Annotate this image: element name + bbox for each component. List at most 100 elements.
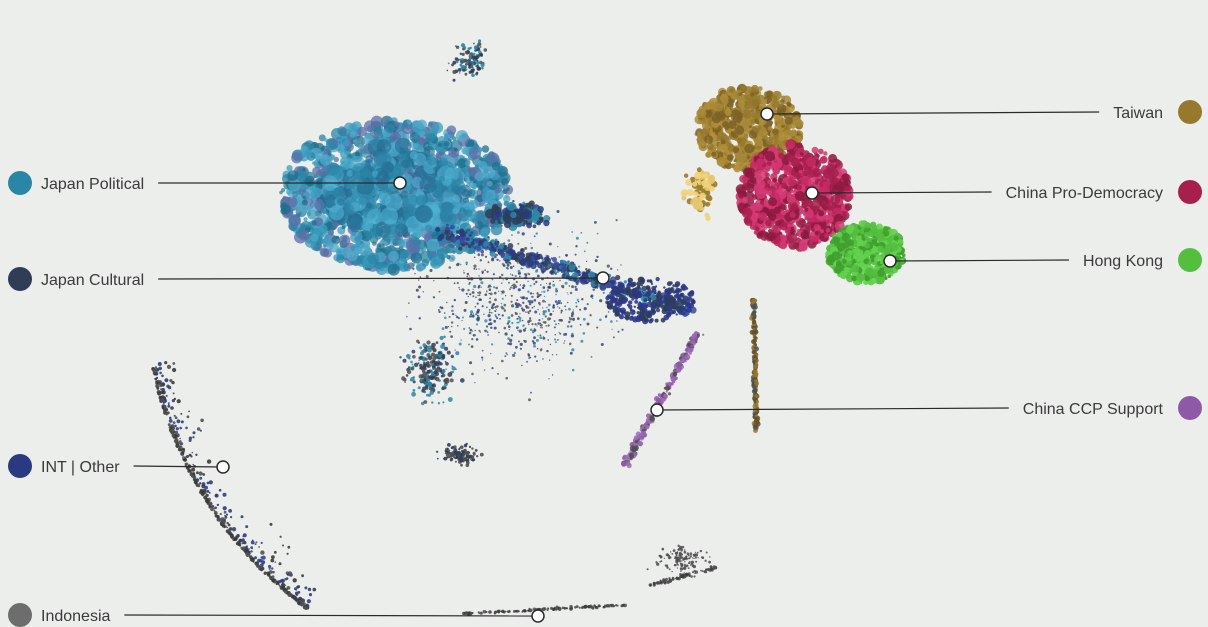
graph-node [321, 239, 326, 244]
graph-node [692, 557, 694, 559]
graph-node [543, 290, 546, 293]
graph-node [655, 277, 660, 282]
graph-node [471, 455, 475, 459]
graph-node [677, 564, 679, 566]
graph-node [481, 66, 484, 70]
graph-node [437, 361, 442, 366]
graph-node [457, 325, 459, 327]
graph-node [465, 451, 470, 456]
graph-node [425, 132, 436, 143]
graph-node [648, 319, 653, 324]
graph-node [473, 45, 478, 50]
graph-node [317, 198, 323, 205]
graph-node [477, 294, 479, 297]
graph-node [471, 338, 474, 341]
graph-node [399, 356, 402, 359]
graph-node [509, 266, 513, 269]
graph-node [580, 339, 584, 343]
graph-node [564, 305, 566, 308]
graph-node [551, 256, 558, 263]
graph-node [470, 231, 474, 235]
graph-node [512, 286, 516, 290]
graph-node [408, 366, 410, 369]
graph-node [553, 326, 556, 329]
graph-node [580, 232, 583, 234]
graph-node [529, 292, 533, 295]
graph-node [677, 557, 680, 560]
graph-node [311, 220, 317, 226]
graph-node [643, 298, 648, 302]
graph-node [438, 175, 445, 182]
graph-node [675, 551, 679, 555]
graph-node [318, 171, 324, 177]
graph-node [437, 235, 443, 242]
graph-node [695, 560, 698, 563]
graph-node [514, 303, 518, 306]
graph-node [634, 283, 637, 286]
graph-node [516, 304, 519, 307]
graph-node [430, 362, 435, 367]
graph-node [282, 195, 287, 200]
graph-node [327, 228, 334, 236]
graph-node [466, 461, 470, 465]
graph-node [646, 279, 650, 283]
graph-node [596, 326, 599, 329]
graph-node [555, 293, 557, 296]
graph-node [777, 109, 785, 117]
graph-node [640, 284, 643, 287]
graph-node [656, 562, 660, 566]
graph-node [772, 177, 778, 183]
graph-node [452, 60, 457, 65]
graph-node [443, 335, 446, 339]
graph-node [628, 280, 631, 283]
graph-node [457, 317, 460, 320]
graph-node [415, 288, 419, 292]
graph-node [686, 307, 692, 313]
graph-node [500, 282, 503, 284]
graph-node [475, 268, 478, 270]
graph-node [775, 220, 781, 226]
graph-node [726, 154, 734, 162]
graph-node [515, 280, 518, 284]
graph-node [491, 305, 494, 307]
graph-node [512, 265, 515, 268]
graph-node [410, 187, 418, 194]
graph-node [484, 293, 488, 297]
graph-node [566, 325, 570, 328]
graph-node [463, 327, 466, 330]
graph-node [450, 335, 453, 338]
graph-node [554, 271, 557, 275]
graph-node [676, 309, 680, 313]
graph-node [465, 237, 470, 242]
graph-node [524, 211, 532, 220]
graph-node [447, 325, 450, 328]
graph-node [430, 257, 442, 269]
graph-node [460, 339, 462, 341]
graph-node [419, 357, 422, 360]
graph-node [464, 161, 469, 166]
graph-node [475, 178, 487, 190]
graph-node [479, 157, 483, 161]
graph-node [478, 268, 480, 270]
graph-node [674, 557, 677, 560]
graph-node [680, 552, 682, 555]
graph-node [535, 232, 538, 235]
graph-node [411, 363, 414, 366]
graph-node [478, 184, 484, 190]
graph-node [441, 327, 445, 330]
graph-node [542, 358, 544, 360]
graph-node [483, 168, 489, 174]
graph-node [442, 368, 445, 372]
graph-node [549, 343, 552, 346]
graph-node [488, 292, 491, 295]
graph-node [617, 330, 620, 333]
graph-node [479, 331, 482, 333]
graph-node [451, 325, 453, 328]
graph-node [558, 331, 560, 334]
graph-node [410, 252, 423, 264]
graph-node [521, 232, 525, 236]
graph-node [586, 303, 589, 306]
graph-node [696, 551, 699, 554]
graph-node [462, 450, 465, 454]
graph-node [573, 317, 575, 320]
